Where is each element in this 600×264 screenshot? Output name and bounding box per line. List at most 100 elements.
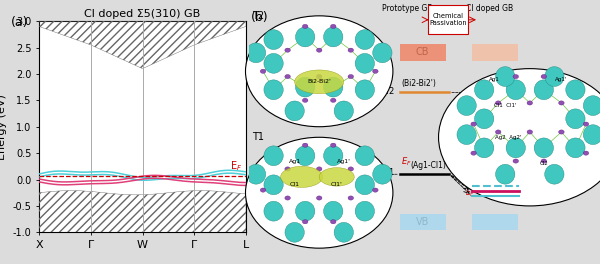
Circle shape — [496, 101, 501, 105]
Ellipse shape — [247, 164, 266, 184]
Circle shape — [316, 74, 322, 79]
Circle shape — [513, 159, 518, 163]
Circle shape — [541, 159, 547, 163]
Circle shape — [245, 137, 393, 248]
Text: Ag1': Ag1' — [337, 159, 351, 163]
Circle shape — [316, 48, 322, 52]
Circle shape — [541, 74, 547, 79]
Circle shape — [302, 220, 308, 224]
Circle shape — [316, 167, 322, 171]
Ellipse shape — [355, 30, 374, 50]
Ellipse shape — [496, 67, 515, 87]
Text: Cl1  Cl1': Cl1 Cl1' — [494, 103, 517, 108]
Ellipse shape — [296, 27, 315, 47]
FancyBboxPatch shape — [428, 5, 469, 34]
Ellipse shape — [355, 175, 374, 195]
Text: Bi2-Bi2': Bi2-Bi2' — [307, 79, 331, 84]
FancyBboxPatch shape — [472, 214, 518, 230]
Circle shape — [260, 69, 266, 73]
Ellipse shape — [506, 80, 526, 100]
Circle shape — [331, 24, 336, 29]
Text: Prototype GB: Prototype GB — [382, 3, 432, 13]
Circle shape — [331, 98, 336, 102]
Ellipse shape — [264, 201, 283, 221]
Circle shape — [260, 188, 266, 192]
Circle shape — [331, 143, 336, 147]
Circle shape — [348, 196, 353, 200]
Ellipse shape — [296, 77, 315, 97]
Circle shape — [559, 101, 564, 105]
Text: Cl2: Cl2 — [539, 161, 548, 166]
Circle shape — [285, 48, 290, 52]
Ellipse shape — [496, 164, 515, 184]
Ellipse shape — [457, 125, 476, 145]
Circle shape — [285, 167, 290, 171]
Ellipse shape — [319, 168, 354, 186]
Ellipse shape — [323, 27, 343, 47]
Text: Cl doped GB: Cl doped GB — [466, 3, 513, 13]
Ellipse shape — [296, 146, 315, 166]
Circle shape — [285, 74, 290, 79]
Circle shape — [302, 24, 308, 29]
Text: T1: T1 — [253, 132, 265, 142]
Ellipse shape — [355, 53, 374, 73]
Ellipse shape — [373, 43, 392, 63]
Text: (Ag1-Cl1): (Ag1-Cl1) — [410, 161, 446, 170]
Ellipse shape — [264, 146, 283, 166]
FancyBboxPatch shape — [400, 214, 446, 230]
Ellipse shape — [534, 138, 553, 158]
Ellipse shape — [285, 101, 304, 121]
Circle shape — [245, 16, 393, 127]
Ellipse shape — [545, 67, 564, 87]
Text: T1: T1 — [385, 168, 395, 177]
Text: $E_F$: $E_F$ — [465, 187, 475, 200]
Text: Ag1': Ag1' — [555, 77, 568, 82]
Circle shape — [471, 122, 476, 126]
Circle shape — [316, 196, 322, 200]
Circle shape — [513, 74, 518, 79]
Ellipse shape — [323, 146, 343, 166]
Ellipse shape — [281, 166, 323, 187]
Ellipse shape — [583, 125, 600, 145]
Ellipse shape — [534, 80, 553, 100]
Text: E$_F$: E$_F$ — [230, 159, 243, 173]
Circle shape — [527, 101, 533, 105]
Ellipse shape — [545, 164, 564, 184]
Circle shape — [348, 48, 353, 52]
Ellipse shape — [457, 96, 476, 116]
Circle shape — [559, 130, 564, 134]
Y-axis label: Energy (eV): Energy (eV) — [0, 94, 7, 160]
Text: $E_F$: $E_F$ — [401, 155, 412, 168]
Ellipse shape — [475, 138, 494, 158]
Text: ( Ag²-Cl1): ( Ag²-Cl1) — [521, 182, 554, 189]
Circle shape — [471, 151, 476, 155]
Ellipse shape — [264, 30, 283, 50]
Text: Cl1: Cl1 — [290, 182, 299, 187]
Ellipse shape — [373, 164, 392, 184]
Circle shape — [302, 143, 308, 147]
Ellipse shape — [475, 80, 494, 100]
Ellipse shape — [334, 222, 353, 242]
Text: ( Ag2-Cl2): ( Ag2-Cl2) — [521, 193, 556, 200]
Ellipse shape — [566, 109, 585, 129]
Text: Ag2  Ag2': Ag2 Ag2' — [496, 135, 522, 140]
Text: Cl1': Cl1' — [331, 182, 343, 187]
Ellipse shape — [355, 146, 374, 166]
Ellipse shape — [264, 80, 283, 100]
Ellipse shape — [323, 77, 343, 97]
Ellipse shape — [285, 222, 304, 242]
Circle shape — [285, 196, 290, 200]
Ellipse shape — [355, 80, 374, 100]
Circle shape — [583, 151, 589, 155]
Ellipse shape — [264, 53, 283, 73]
Ellipse shape — [506, 138, 526, 158]
Ellipse shape — [355, 201, 374, 221]
Ellipse shape — [566, 138, 585, 158]
Ellipse shape — [295, 70, 344, 94]
Text: (Bi2-Bi2'): (Bi2-Bi2') — [401, 79, 437, 88]
Text: (a): (a) — [11, 16, 28, 29]
Ellipse shape — [583, 96, 600, 116]
Circle shape — [439, 69, 600, 206]
Text: Ag1: Ag1 — [490, 77, 500, 82]
Ellipse shape — [475, 109, 494, 129]
